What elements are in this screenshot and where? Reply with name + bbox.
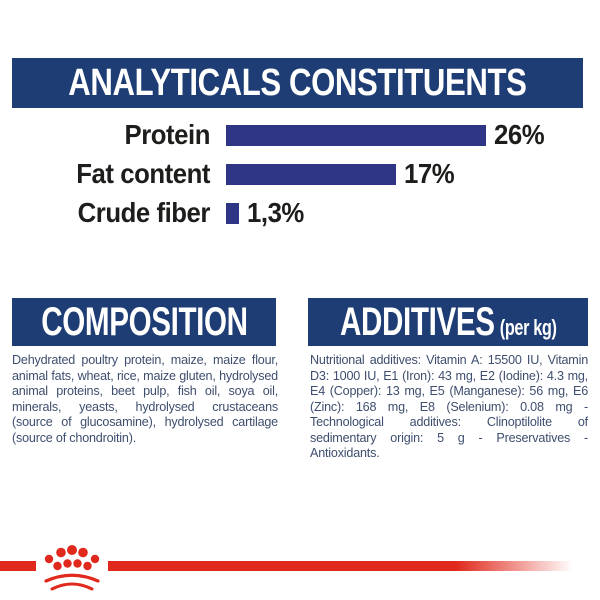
composition-band: COMPOSITION	[12, 298, 276, 346]
additives-band: ADDITIVES (per kg)	[308, 298, 588, 346]
chart-label-protein: Protein	[124, 119, 210, 150]
chart-bar-fat-content	[226, 163, 396, 185]
chart-bar-crude-fiber	[226, 202, 239, 224]
section-title-additives: ADDITIVES (per kg)	[339, 299, 557, 345]
brand-stripe-right-segment	[108, 561, 578, 571]
chart-label-fat-content: Fat content	[76, 158, 210, 189]
chart-value-fat-content: 17%	[404, 158, 455, 189]
chart-label-crude-fiber: Crude fiber	[77, 197, 211, 228]
composition-heading-text: COMPOSITION	[40, 299, 248, 344]
royal-canin-crown-icon	[44, 545, 100, 591]
section-title-composition: COMPOSITION	[40, 299, 248, 345]
analytical-constituents-band: ANALYTICALS CONSTITUENTS	[12, 58, 583, 108]
composition-text: Dehydrated poultry protein, maize, maize…	[12, 353, 278, 445]
chart-bar-protein	[226, 124, 486, 146]
additives-text: Nutritional additives: Vitamin A: 15500 …	[310, 353, 588, 460]
chart-value-protein: 26%	[494, 119, 545, 150]
chart-value-crude-fiber: 1,3%	[247, 197, 304, 228]
chart-row-protein: Protein 26%	[0, 119, 600, 150]
section-title-analytical-constituents: ANALYTICALS CONSTITUENTS	[68, 61, 527, 104]
constituents-bar-chart: Protein 26% Fat content 17% Crude fiber …	[0, 119, 600, 241]
chart-row-crude-fiber: Crude fiber 1,3%	[0, 197, 600, 228]
brand-stripe-left-segment	[0, 561, 36, 571]
chart-row-fat-content: Fat content 17%	[0, 158, 600, 189]
additives-per-kg-label: (per kg)	[499, 314, 557, 340]
additives-heading-text: ADDITIVES	[339, 299, 495, 344]
